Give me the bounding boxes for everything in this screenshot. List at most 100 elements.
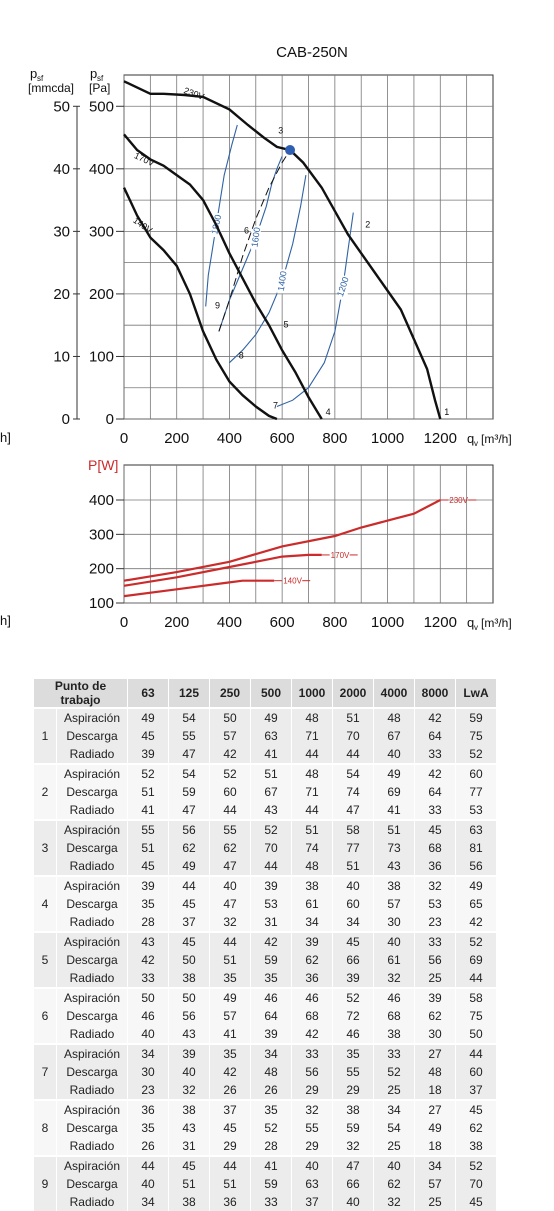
sound-level-cell: 56 [168, 819, 210, 839]
sound-level-cell: 40 [373, 745, 415, 764]
sound-level-cell: 32 [414, 875, 456, 895]
sound-level-cell: 57 [209, 1007, 251, 1025]
sound-level-cell: 32 [168, 1081, 210, 1100]
sound-level-cell: 62 [414, 1007, 456, 1025]
x-tick-label: 1000 [371, 614, 404, 631]
operating-point-label: 1 [444, 407, 449, 417]
sound-level-cell: 61 [373, 951, 415, 969]
measurement-type: Radiado [56, 1137, 128, 1156]
y-tick-label: 0 [106, 411, 114, 428]
sound-level-cell: 34 [291, 913, 333, 932]
operating-point-label: 2 [365, 219, 370, 229]
sound-level-cell: 28 [250, 1137, 292, 1156]
table-header-row: Punto de trabajo 63 125 250 500 1000 2000 4000 8… [34, 679, 497, 708]
table-row: 8 Aspiración 36 38 37 35 32 38 34 27 45 [34, 1099, 497, 1156]
sound-level-cell: 71 [291, 727, 333, 745]
table-row: 4 Aspiración 39 44 40 39 38 40 38 32 49 [34, 875, 497, 932]
operating-point-label: 3 [278, 126, 283, 136]
table-row: 1 Aspiración 49 54 50 49 48 51 48 42 59 [34, 707, 497, 764]
y2-tick-label: 50 [53, 98, 70, 115]
sound-level-cell: 64 [414, 727, 456, 745]
rpm-curve [229, 175, 307, 364]
sound-level-cell: 40 [332, 1193, 374, 1211]
sound-level-cell: 42 [414, 707, 456, 727]
measurement-type: Descarga [56, 1175, 128, 1193]
measurement-type: Aspiración [56, 1043, 128, 1063]
sound-level-cell: 40 [373, 931, 415, 951]
sound-level-cell: 60 [455, 1063, 497, 1081]
sound-level-cell: 43 [373, 857, 415, 876]
y2-tick-label: 40 [53, 161, 70, 178]
y2-tick-label: 0 [62, 411, 70, 428]
sound-level-cell: 46 [332, 1025, 374, 1044]
measurement-type: Radiado [56, 1025, 128, 1044]
measurement-type: Aspiración [56, 1155, 128, 1175]
sound-level-cell: 51 [332, 707, 374, 727]
sound-level-cell: 50 [168, 951, 210, 969]
sound-level-cell: 60 [209, 783, 251, 801]
operating-point-number: 7 [34, 1043, 57, 1100]
pressure-flow-chart: 0 200 400 600 800 1000 1200 0 100 200 300 400 500 0 10… [28, 44, 512, 448]
sound-level-cell: 39 [414, 987, 456, 1007]
sound-level-cell: 45 [127, 727, 169, 745]
sound-level-cell: 51 [373, 819, 415, 839]
performance-charts: 0 200 400 600 800 1000 12000100200300400500010… [28, 44, 512, 632]
x-axis-unit: [m³/h] [481, 432, 512, 446]
chart-title: CAB-250N [276, 44, 348, 61]
sound-level-cell: 44 [127, 1155, 169, 1175]
header-band: LwA [455, 679, 497, 708]
sound-level-cell: 48 [414, 1063, 456, 1081]
measurement-type: Descarga [56, 783, 128, 801]
sound-level-cell: 39 [291, 931, 333, 951]
measurement-type: Descarga [56, 1119, 128, 1137]
table-row: 9 Aspiración 44 45 44 41 40 47 40 34 52 [34, 1155, 497, 1211]
sound-level-cell: 34 [332, 913, 374, 932]
header-band: 500 [250, 679, 292, 708]
header-band: 125 [168, 679, 210, 708]
sound-level-cell: 75 [455, 727, 497, 745]
table-row: Radiado 33 38 35 35 36 39 32 25 44 [34, 969, 497, 988]
table-row: Radiado 45 49 47 44 48 51 43 36 56 [34, 857, 497, 876]
x-tick-label: 200 [164, 614, 189, 631]
sound-level-cell: 50 [455, 1025, 497, 1044]
x-tick-label: 1000 [371, 430, 404, 447]
sound-level-cell: 71 [291, 783, 333, 801]
sound-level-cell: 55 [168, 727, 210, 745]
measurement-type: Radiado [56, 801, 128, 820]
sound-level-cell: 39 [127, 745, 169, 764]
table-row: Descarga 35 45 47 53 61 60 57 53 65 [34, 895, 497, 913]
x-tick-label: 400 [217, 614, 242, 631]
sound-level-cell: 49 [250, 707, 292, 727]
sound-level-cell: 73 [373, 839, 415, 857]
sound-level-cell: 23 [414, 913, 456, 932]
sound-level-cell: 52 [455, 931, 497, 951]
sound-level-cell: 54 [373, 1119, 415, 1137]
sound-level-cell: 45 [168, 1155, 210, 1175]
sound-level-cell: 47 [332, 801, 374, 820]
sound-level-cell: 44 [291, 745, 333, 764]
sound-level-cell: 38 [168, 969, 210, 988]
operating-point-label: 6 [244, 226, 249, 236]
sound-level-cell: 48 [250, 1063, 292, 1081]
x-tick-label: 0 [120, 430, 128, 447]
operating-point-number: 3 [34, 819, 57, 876]
y-tick-label: 200 [89, 286, 114, 303]
x-tick-label: 0 [120, 614, 128, 631]
sound-level-cell: 64 [414, 783, 456, 801]
sound-level-cell: 32 [373, 1193, 415, 1211]
y-axis-unit: [Pa] [89, 81, 110, 95]
power-curve [123, 553, 322, 587]
sound-level-cell: 45 [455, 1193, 497, 1211]
sound-level-cell: 48 [291, 857, 333, 876]
series-label: 140V [283, 577, 302, 586]
x-axis-symbol: q [467, 615, 474, 630]
sound-level-cell: 77 [455, 783, 497, 801]
y-tick-label: 100 [89, 595, 114, 612]
header-band: 250 [209, 679, 251, 708]
sound-level-cell: 40 [332, 875, 374, 895]
sound-level-cell: 52 [332, 987, 374, 1007]
series-label: 230V [449, 496, 468, 505]
measurement-type: Radiado [56, 857, 128, 876]
measurement-type: Aspiración [56, 763, 128, 783]
table-row: Descarga 42 50 51 59 62 66 61 56 69 [34, 951, 497, 969]
